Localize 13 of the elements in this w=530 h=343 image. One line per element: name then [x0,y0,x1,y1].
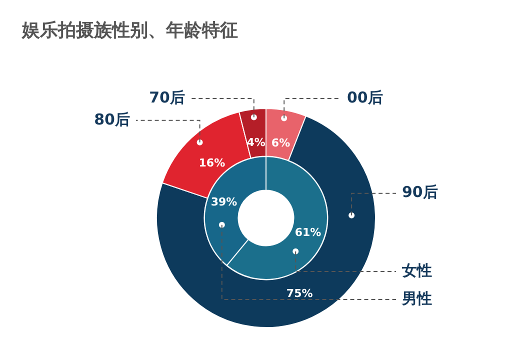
data-label: 39% [210,196,238,209]
data-label: 75% [286,287,313,300]
data-label: 4% [246,136,266,149]
slice-label: 男性 [401,289,432,308]
slice-label: 80后 [94,110,130,128]
slice-label: 90后 [402,183,438,202]
data-label: 16% [198,156,226,170]
data-label: 61% [294,226,322,239]
chart-title: 娱乐拍摄族性别、年龄特征 [22,19,238,42]
data-label: 6% [271,136,290,150]
slice-label: 70后 [149,88,185,106]
slice-label: 00后 [347,88,383,106]
slice-label: 女性 [401,261,432,280]
